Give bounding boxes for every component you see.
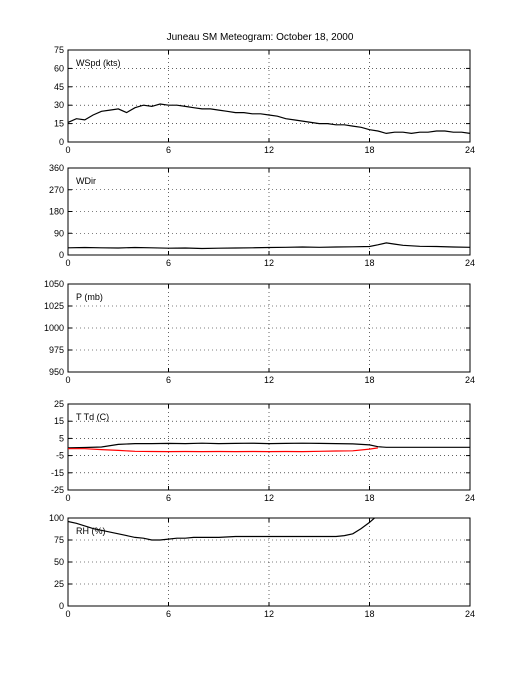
x-tick-label: 24 (465, 609, 475, 619)
x-tick-label: 6 (166, 493, 171, 503)
y-tick-label: 1050 (44, 279, 64, 289)
y-tick-label: 15 (54, 416, 64, 426)
y-tick-label: 1025 (44, 301, 64, 311)
y-tick-label: 5 (59, 433, 64, 443)
x-tick-label: 18 (364, 609, 374, 619)
x-tick-label: 6 (166, 145, 171, 155)
x-tick-label: 18 (364, 258, 374, 268)
y-tick-label: 75 (54, 535, 64, 545)
y-tick-label: -15 (51, 468, 64, 478)
y-tick-label: 180 (49, 207, 64, 217)
x-tick-label: 12 (264, 258, 274, 268)
series-line-1 (67, 442, 470, 449)
y-tick-label: 30 (54, 100, 64, 110)
y-tick-label: -5 (56, 451, 64, 461)
series-line-1 (67, 242, 471, 250)
panel-3: 0 6 12 18 24 950 975 1000 1025 1050 P (mb) (44, 279, 475, 385)
x-tick-label: 24 (465, 145, 475, 155)
x-tick-label: 24 (465, 375, 475, 385)
y-tick-label: 1000 (44, 323, 64, 333)
series-line-1 (67, 103, 471, 135)
axes-frame (67, 49, 471, 143)
panel-1: 0 6 12 18 24 0 15 30 45 60 75 WSpd (kts) (54, 45, 475, 155)
panel-label: WSpd (kts) (76, 58, 121, 68)
x-tick-label: 12 (264, 493, 274, 503)
y-tick-label: 100 (49, 513, 64, 523)
x-tick-label: 24 (465, 493, 475, 503)
panel-4: 0 6 12 18 24 -25 -15 -5 5 15 25 T Td (C) (51, 399, 475, 503)
y-tick-label: 60 (54, 63, 64, 73)
series-line-2 (68, 447, 378, 453)
x-tick-label: 0 (65, 375, 70, 385)
y-tick-label: 15 (54, 119, 64, 129)
y-tick-label: 0 (59, 137, 64, 147)
y-tick-label: -25 (51, 485, 64, 495)
y-tick-label: 975 (49, 345, 64, 355)
x-tick-label: 6 (166, 258, 171, 268)
x-tick-label: 0 (65, 609, 70, 619)
x-tick-label: 6 (166, 375, 171, 385)
y-tick-label: 25 (54, 399, 64, 409)
y-tick-label: 0 (59, 250, 64, 260)
x-tick-label: 18 (364, 145, 374, 155)
y-tick-label: 25 (54, 579, 64, 589)
y-tick-label: 75 (54, 45, 64, 55)
y-tick-label: 360 (49, 163, 64, 173)
x-tick-label: 6 (166, 609, 171, 619)
x-tick-label: 18 (364, 375, 374, 385)
panel-label: RH (%) (76, 526, 106, 536)
x-tick-label: 24 (465, 258, 475, 268)
panel-label: P (mb) (76, 292, 103, 302)
y-tick-label: 90 (54, 228, 64, 238)
x-tick-label: 12 (264, 375, 274, 385)
y-tick-label: 270 (49, 185, 64, 195)
series-line-1 (67, 517, 375, 541)
x-tick-label: 12 (264, 609, 274, 619)
panel-5: 0 6 12 18 24 0 25 50 75 100 RH (%) (49, 513, 475, 619)
x-tick-label: 0 (65, 258, 70, 268)
panel-label: WDir (76, 176, 96, 186)
x-tick-label: 12 (264, 145, 274, 155)
figure-title: Juneau SM Meteogram: October 18, 2000 (166, 32, 354, 43)
y-tick-label: 45 (54, 82, 64, 92)
y-tick-label: 950 (49, 367, 64, 377)
panel-2: 0 6 12 18 24 0 90 180 270 360 WDir (49, 163, 475, 268)
y-tick-label: 0 (59, 601, 64, 611)
x-tick-label: 0 (65, 145, 70, 155)
x-tick-label: 18 (364, 493, 374, 503)
y-tick-label: 50 (54, 557, 64, 567)
x-tick-label: 0 (65, 493, 70, 503)
panel-label: T Td (C) (76, 412, 109, 422)
